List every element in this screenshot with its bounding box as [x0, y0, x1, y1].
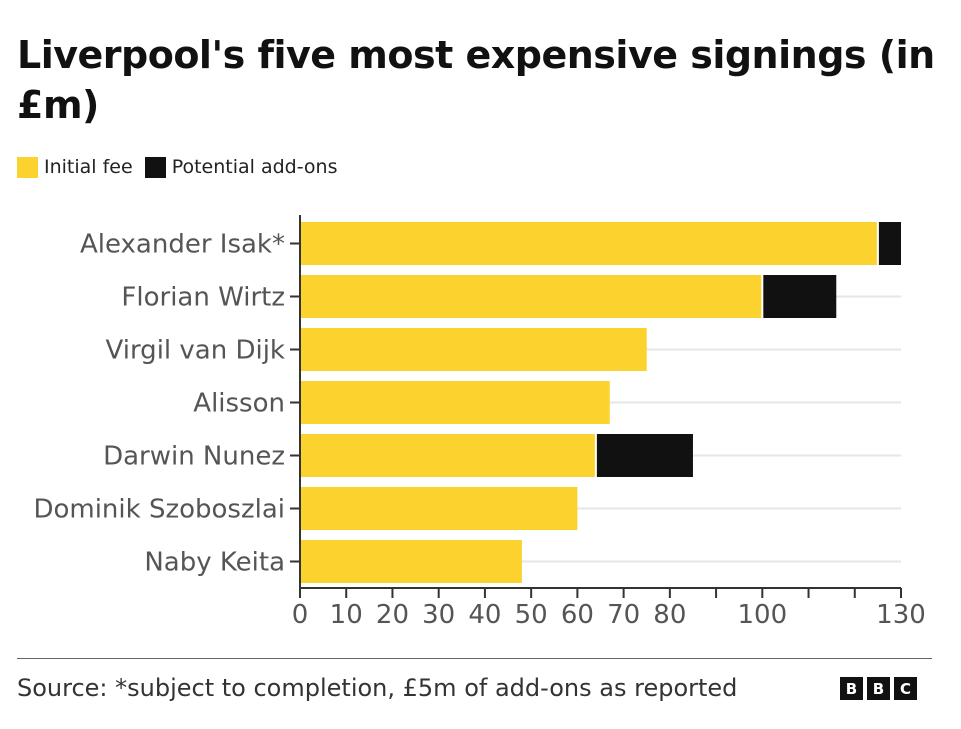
source-note: Source: *subject to completion, £5m of a…: [17, 674, 738, 702]
bbc-logo-block-3: C: [894, 677, 917, 700]
bar-initial-fee: [300, 487, 578, 530]
bar-initial-fee: [300, 434, 596, 477]
category-label: Alisson: [193, 389, 285, 419]
bar-add-ons: [877, 222, 901, 265]
x-tick-label: 20: [376, 600, 409, 630]
bar-initial-fee: [300, 381, 610, 424]
category-label: Darwin Nunez: [103, 442, 285, 472]
bar-add-ons: [595, 434, 693, 477]
category-label: Virgil van Dijk: [106, 336, 285, 366]
bbc-logo: B B C: [840, 677, 921, 700]
category-label: Dominik Szoboszlai: [33, 495, 285, 525]
x-tick-label: 40: [468, 600, 501, 630]
bar-add-ons: [762, 275, 837, 318]
category-label: Alexander Isak*: [80, 230, 285, 260]
bbc-logo-block-2: B: [867, 677, 890, 700]
category-label: Naby Keita: [144, 548, 285, 578]
x-tick-label: 130: [876, 600, 926, 630]
footer-divider: [17, 658, 932, 659]
x-tick-label: 10: [330, 600, 363, 630]
legend-item-initial-fee: Initial fee: [17, 156, 133, 178]
legend-swatch-add-ons: [144, 156, 166, 178]
x-tick-label: 100: [737, 600, 787, 630]
x-tick-label: 50: [515, 600, 548, 630]
bar-initial-fee: [300, 328, 647, 371]
x-tick-label: 60: [561, 600, 594, 630]
legend-label-initial-fee: Initial fee: [44, 156, 133, 178]
bar-initial-fee: [300, 222, 878, 265]
x-tick-label: 70: [607, 600, 640, 630]
legend-label-add-ons: Potential add-ons: [171, 156, 338, 178]
x-tick-label: 30: [422, 600, 455, 630]
bbc-logo-block-1: B: [840, 677, 863, 700]
legend: Initial fee Potential add-ons: [17, 156, 350, 178]
legend-item-add-ons: Potential add-ons: [144, 156, 338, 178]
bar-chart: Alexander Isak* Florian Wirtz Virgil van D…: [33, 215, 926, 630]
category-label: Florian Wirtz: [121, 283, 285, 313]
x-tick-label: 80: [653, 600, 686, 630]
legend-swatch-initial-fee: [17, 156, 38, 178]
chart-title: Liverpool's five most expensive signings…: [17, 33, 935, 127]
bar-initial-fee: [300, 540, 522, 583]
bar-initial-fee: [300, 275, 763, 318]
x-tick-label: 0: [292, 600, 309, 630]
